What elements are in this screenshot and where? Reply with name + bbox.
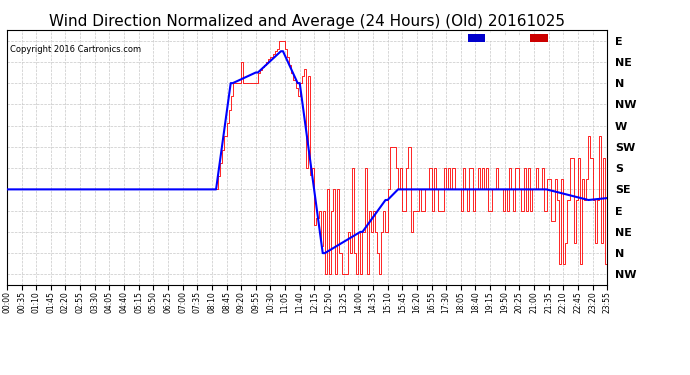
Title: Wind Direction Normalized and Average (24 Hours) (Old) 20161025: Wind Direction Normalized and Average (2… [49,14,565,29]
Text: Copyright 2016 Cartronics.com: Copyright 2016 Cartronics.com [10,45,141,54]
Legend: Median, Direction: Median, Direction [467,32,602,44]
